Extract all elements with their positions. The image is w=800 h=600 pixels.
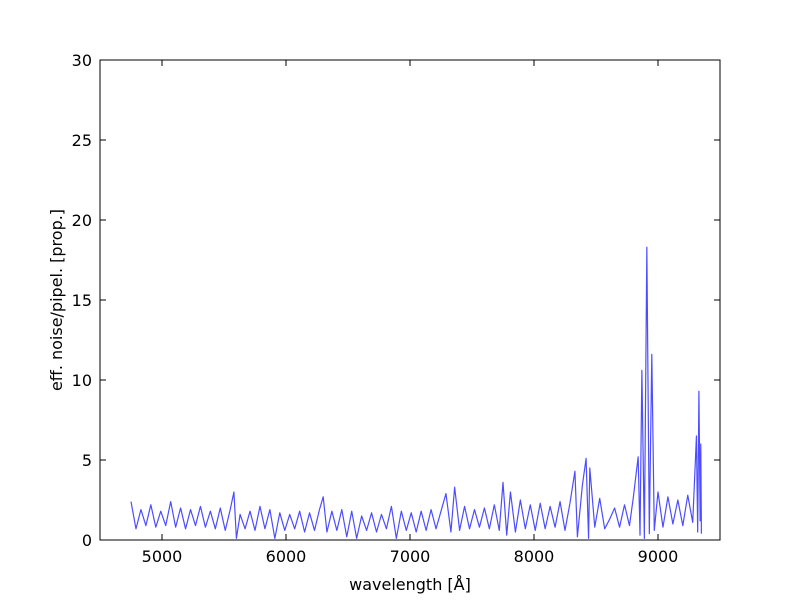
data-line xyxy=(130,246,702,539)
x-tick-label: 7000 xyxy=(390,547,431,566)
x-tick-label: 9000 xyxy=(638,547,679,566)
y-tick-label: 10 xyxy=(72,371,92,390)
x-tick-label: 6000 xyxy=(266,547,307,566)
x-tick-label: 5000 xyxy=(142,547,183,566)
x-tick-label: 8000 xyxy=(514,547,555,566)
y-tick-label: 30 xyxy=(72,51,92,70)
x-axis-label: wavelength [Å] xyxy=(349,575,471,594)
y-tick-label: 20 xyxy=(72,211,92,230)
y-tick-label: 0 xyxy=(82,531,92,550)
y-tick-label: 5 xyxy=(82,451,92,470)
y-axis-label: eff. noise/pipel. [prop.] xyxy=(47,209,66,391)
y-tick-label: 15 xyxy=(72,291,92,310)
y-tick-label: 25 xyxy=(72,131,92,150)
